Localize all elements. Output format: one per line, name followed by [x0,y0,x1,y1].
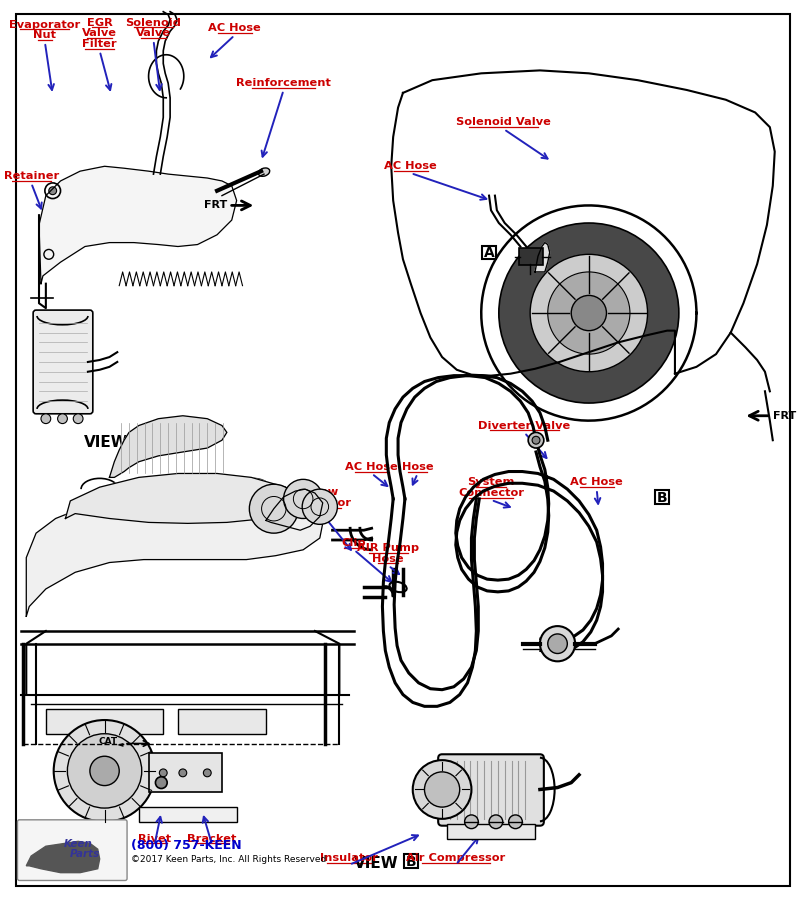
Text: FRT: FRT [773,410,796,421]
Circle shape [283,480,322,518]
Text: Air Compressor: Air Compressor [406,853,506,863]
Circle shape [74,414,83,424]
Circle shape [413,760,471,819]
Circle shape [159,769,167,777]
Polygon shape [66,473,300,524]
Text: Connector: Connector [458,488,524,499]
FancyBboxPatch shape [46,709,163,734]
Polygon shape [26,494,322,616]
Text: Clip: Clip [342,538,366,548]
Text: VIEW: VIEW [84,436,129,450]
Text: ◄: ◄ [118,739,124,748]
Circle shape [302,489,338,525]
Circle shape [90,756,119,786]
Circle shape [548,272,630,354]
Polygon shape [26,842,100,873]
Circle shape [465,814,478,829]
Text: Parts: Parts [70,850,100,859]
FancyBboxPatch shape [33,310,93,414]
Text: Connector: Connector [286,498,352,508]
Text: Keen: Keen [64,840,93,850]
Polygon shape [110,416,227,477]
Text: EGR: EGR [86,18,113,28]
Circle shape [571,295,606,330]
Text: B: B [657,491,667,505]
Text: AC Hose: AC Hose [346,462,398,472]
Text: Elbow: Elbow [300,487,338,497]
Text: Solenoid: Solenoid [126,18,182,28]
Circle shape [203,769,211,777]
Text: A: A [484,247,494,260]
FancyBboxPatch shape [134,434,148,447]
Circle shape [548,634,567,653]
Circle shape [499,223,679,403]
Text: AC Hose: AC Hose [208,23,261,33]
Circle shape [179,769,186,777]
Text: Retainer: Retainer [3,171,59,181]
FancyBboxPatch shape [519,248,543,266]
Text: Reinforcement: Reinforcement [236,78,331,88]
Text: (800) 757-KEEN: (800) 757-KEEN [131,840,242,852]
Circle shape [509,814,522,829]
Text: Valve: Valve [136,28,171,39]
Text: FRT: FRT [204,201,227,211]
Circle shape [489,814,502,829]
Text: Valve: Valve [82,28,117,39]
Text: Diverter Valve: Diverter Valve [478,420,570,430]
Text: Hose: Hose [402,462,434,472]
Text: Hose: Hose [373,554,404,563]
FancyBboxPatch shape [404,854,418,868]
FancyBboxPatch shape [447,824,535,840]
Text: Rivet: Rivet [138,833,171,843]
Circle shape [530,255,647,372]
Text: AIR Pump: AIR Pump [358,543,419,553]
Text: System: System [467,477,514,488]
Text: CAT: CAT [98,737,118,746]
Text: B: B [406,855,416,868]
Polygon shape [39,166,237,284]
Polygon shape [535,243,550,272]
Circle shape [49,187,57,194]
Text: ©2017 Keen Parts, Inc. All Rights Reserved: ©2017 Keen Parts, Inc. All Rights Reserv… [131,855,326,864]
FancyBboxPatch shape [655,491,669,504]
Circle shape [155,777,167,788]
Text: AC Hose: AC Hose [570,477,623,488]
Text: Nut: Nut [34,31,56,40]
Text: Filter: Filter [82,39,117,50]
Text: Solenoid Valve: Solenoid Valve [456,117,551,128]
FancyBboxPatch shape [438,754,544,825]
Circle shape [41,414,50,424]
FancyBboxPatch shape [178,709,266,734]
FancyBboxPatch shape [149,753,222,792]
Circle shape [67,734,142,808]
Circle shape [250,484,298,533]
Text: AC Hose: AC Hose [385,161,437,171]
FancyBboxPatch shape [18,820,127,880]
Text: A: A [135,434,146,448]
Circle shape [540,626,575,662]
Circle shape [54,720,155,822]
Circle shape [58,414,67,424]
Text: Insulator: Insulator [320,853,378,863]
FancyBboxPatch shape [482,246,496,259]
Ellipse shape [258,168,270,176]
Text: VIEW: VIEW [354,856,398,871]
Circle shape [532,436,540,444]
FancyBboxPatch shape [139,807,237,822]
Text: Bracket: Bracket [187,833,237,843]
Circle shape [528,432,544,448]
Text: Evaporator: Evaporator [10,20,81,30]
Circle shape [425,772,460,807]
Text: Hose 2: Hose 2 [453,771,496,781]
